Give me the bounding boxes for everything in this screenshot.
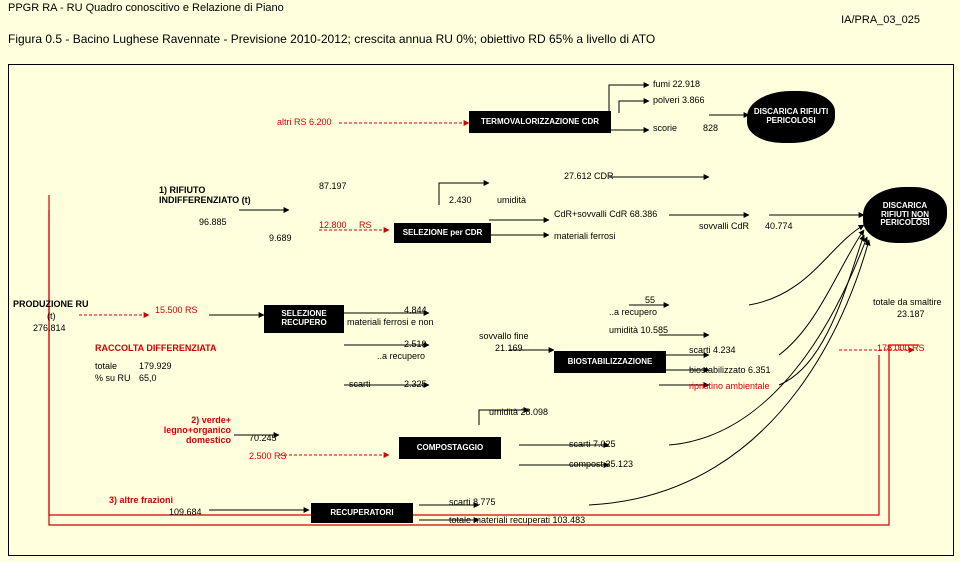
scarti8: scarti 8.775 (449, 497, 496, 507)
um28: umidità 28.098 (489, 407, 548, 417)
a-rec: ..a recupero (377, 351, 425, 361)
compost-box: COMPOSTAGGIO (399, 437, 501, 459)
term-cdr-label: TERMOVALORIZZAZIONE CDR (479, 116, 601, 129)
v21169: 21.169 (495, 343, 523, 353)
verde: 2) verde+ legno+organico domestico (159, 415, 231, 445)
sel-cdr-label: SELEZIONE per CDR (401, 227, 485, 240)
prod-t: (t) (47, 311, 56, 321)
prod-v: 276.814 (33, 323, 66, 333)
altri-rs: altri RS 6.200 (277, 117, 332, 127)
rs-label: RS (359, 220, 372, 230)
sovv-fine: sovvallo fine (479, 331, 529, 341)
prod-ru: PRODUZIONE RU (13, 299, 89, 309)
diagram-frame: altri RS 6.200 TERMOVALORIZZAZIONE CDR f… (8, 64, 954, 556)
pct-v: 65,0 (139, 373, 157, 383)
v87197: 87.197 (319, 181, 347, 191)
tot-smal: totale da smaltire (873, 297, 942, 307)
discarica-pericolosi: DISCARICA RIFIUTI PERICOLOSI (747, 91, 835, 143)
rifiuto-ind: 1) RIFIUTO INDIFFERENZIATO (t) (159, 185, 259, 205)
v15500: 15.500 RS (155, 305, 198, 315)
fumi: fumi 22.918 (653, 79, 700, 89)
sel-rec-label: SELEZIONE RECUPERO (265, 308, 343, 330)
v9689: 9.689 (269, 233, 292, 243)
comp35: compost 35.123 (569, 459, 633, 469)
biostab-box: BIOSTABILIZZAZIONE (554, 351, 666, 373)
cdr-sov: CdR+sovvalli CdR 68.386 (554, 209, 657, 219)
scorie-v: 828 (703, 123, 718, 133)
sel-rec-box: SELEZIONE RECUPERO (264, 305, 344, 333)
scarti: scarti (349, 379, 371, 389)
header-left: PPGR RA - RU Quadro conoscitivo e Relazi… (8, 2, 284, 14)
totale-v: 179.929 (139, 361, 172, 371)
v12800: 12.800 (319, 220, 347, 230)
v2325: 2.325 (404, 379, 427, 389)
polveri: polveri 3.866 (653, 95, 705, 105)
mat-non: materiali ferrosi e non (347, 317, 434, 327)
mat-ferr: materiali ferrosi (554, 231, 616, 241)
tot-mat: totale materiali recuperati 103.483 (449, 515, 585, 525)
v2500: 2.500 RS (249, 451, 287, 461)
v178000: 178.000 RS (877, 343, 925, 353)
ripr: ripristino ambientale (689, 381, 770, 391)
sovvalli: sovvalli CdR (699, 221, 749, 231)
rifiuto-v: 96.885 (199, 217, 227, 227)
pct-lbl: % su RU (95, 373, 131, 383)
racc-diff: RACCOLTA DIFFERENZIATA (95, 343, 216, 353)
figure-caption: Figura 0.5 - Bacino Lughese Ravennate - … (8, 32, 655, 46)
v55: 55 (645, 295, 655, 305)
totale-lbl: totale (95, 361, 117, 371)
altre: 3) altre frazioni (109, 495, 173, 505)
header-right: IA/PRA_03_025 (841, 14, 920, 26)
scarti7: scarti 7.025 (569, 439, 616, 449)
sel-cdr-box: SELEZIONE per CDR (394, 223, 491, 243)
a-rec2: ..a recupero (609, 307, 657, 317)
v70245: 70.245 (249, 433, 277, 443)
v40774: 40.774 (765, 221, 793, 231)
disc-peric-label: DISCARICA RIFIUTI PERICOLOSI (747, 106, 835, 128)
v2519: 2.519 (404, 339, 427, 349)
page-root: PPGR RA - RU Quadro conoscitivo e Relazi… (0, 0, 960, 562)
v2430: 2.430 (449, 195, 472, 205)
compost-label: COMPOSTAGGIO (415, 442, 486, 455)
v4844: 4.844 (404, 305, 427, 315)
term-cdr-box: TERMOVALORIZZAZIONE CDR (469, 111, 611, 133)
discarica-non-pericolosi: DISCARICARIFIUTI NONPERICOLOSI (863, 187, 947, 243)
biostab6: biostabilizzato 6.351 (689, 365, 771, 375)
scarti4: scarti 4.234 (689, 345, 736, 355)
v23187: 23.187 (897, 309, 925, 319)
recuper-box: RECUPERATORI (311, 503, 413, 523)
umidita: umidità (497, 195, 526, 205)
disc-non-label: DISCARICARIFIUTI NONPERICOLOSI (878, 200, 931, 230)
v27612: 27.612 CDR (564, 171, 614, 181)
scorie: scorie (653, 123, 677, 133)
um10: umidità 10.585 (609, 325, 668, 335)
biostab-label: BIOSTABILIZZAZIONE (566, 356, 655, 369)
recuper-label: RECUPERATORI (328, 507, 395, 520)
v109684: 109.684 (169, 507, 202, 517)
